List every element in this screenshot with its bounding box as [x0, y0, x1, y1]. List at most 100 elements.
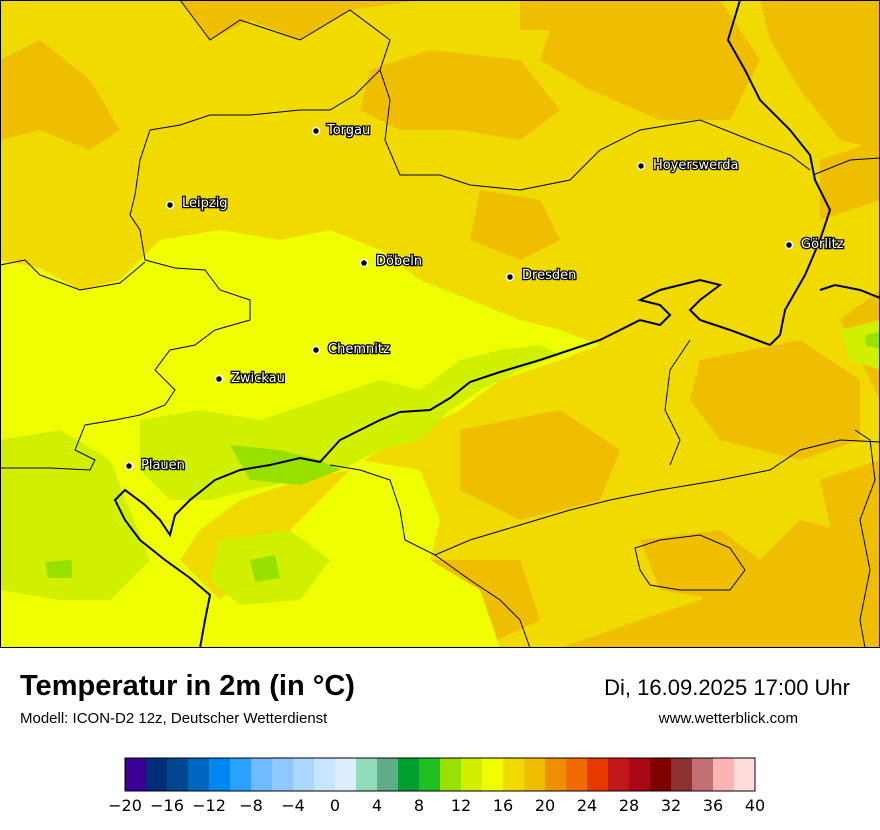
legend-swatch [335, 758, 357, 791]
legend-tick-label: 0 [330, 796, 340, 815]
legend-swatch [734, 758, 756, 791]
legend-swatch [482, 758, 504, 791]
legend-ticks: −20 −16 −12 −8 −4 0 4 8 12 16 20 24 28 32 36 40 [108, 796, 765, 815]
legend-swatch [167, 758, 189, 791]
country-border [726, 0, 832, 346]
legend-tick-label: 40 [745, 796, 765, 815]
temperature-zone-18-20 [470, 190, 560, 260]
city-chemnitz: Chemnitz [311, 341, 391, 358]
legend-swatch [524, 758, 546, 791]
state-border [0, 0, 391, 471]
legend-swatch [230, 758, 252, 791]
legend-swatch [503, 758, 525, 791]
temperature-zone-10-12 [250, 555, 280, 582]
legend-swatch [188, 758, 210, 791]
city-leipzig: Leipzig [165, 195, 229, 212]
legend-swatch [125, 758, 147, 791]
temperature-zone-12-14 [0, 430, 150, 600]
city-label: Chemnitz [328, 342, 390, 357]
legend-tick-label: 28 [619, 796, 639, 815]
state-border [812, 157, 880, 176]
legend-frame [124, 757, 756, 792]
color-legend: −20 −16 −12 −8 −4 0 4 8 12 16 20 24 28 32 36 40 [108, 757, 765, 815]
legend-swatch [713, 758, 735, 791]
city-hoyerswerda: Hoyerswerda [636, 157, 740, 174]
legend-swatch [293, 758, 315, 791]
legend-swatch [356, 758, 378, 791]
city-label: Zwickau [231, 371, 285, 386]
legend-tick-label: 32 [661, 796, 681, 815]
region-border [329, 439, 880, 556]
website-link: www.wetterblick.com [658, 710, 798, 727]
region-border [854, 429, 876, 648]
legend-swatch [209, 758, 231, 791]
temperature-zone-10-12 [865, 332, 880, 348]
temperature-zone-18-20 [360, 50, 560, 140]
legend-swatch [272, 758, 294, 791]
city-label: Dresden [522, 268, 576, 283]
city-torgau: Torgau [311, 122, 372, 139]
legend-tick-label: 4 [372, 796, 382, 815]
legend-swatch [146, 758, 168, 791]
region-border [634, 534, 746, 591]
legend-tick-label: 16 [493, 796, 513, 815]
temperature-zone-18-20 [760, 0, 880, 150]
temperature-zone-18-20 [820, 460, 880, 580]
city-label: Leipzig [182, 196, 228, 211]
city-label: Görlitz [801, 237, 844, 252]
region-border [434, 554, 531, 648]
temperature-zone-14-16 [150, 290, 300, 390]
legend-swatch [251, 758, 273, 791]
forecast-datetime: Di, 16.09.2025 17:00 Uhr [604, 675, 850, 700]
city-label: Torgau [326, 123, 370, 138]
city-label: Plauen [141, 458, 185, 473]
legend-swatch [440, 758, 462, 791]
legend-swatch [398, 758, 420, 791]
legend-tick-label: −4 [281, 796, 305, 815]
temperature-zone-18-20 [460, 410, 620, 520]
city-goerlitz: Görlitz [784, 236, 845, 253]
legend-swatch [461, 758, 483, 791]
legend-swatch [314, 758, 336, 791]
legend-swatch [566, 758, 588, 791]
city-dresden: Dresden [505, 267, 578, 284]
model-info: Modell: ICON-D2 12z, Deutscher Wetterdie… [20, 710, 328, 727]
legend-tick-label: −8 [239, 796, 263, 815]
legend-swatch [650, 758, 672, 791]
legend-tick-label: −12 [192, 796, 226, 815]
city-doebeln: Döbeln [359, 253, 423, 270]
temperature-zone-10-12 [45, 560, 72, 578]
temperature-zone-10-12 [230, 445, 340, 485]
legend-tick-label: 12 [451, 796, 471, 815]
legend-swatches [124, 757, 756, 792]
legend-tick-label: 36 [703, 796, 723, 815]
legend-tick-label: −20 [108, 796, 142, 815]
temperature-zone-18-20 [0, 40, 120, 150]
legend-swatch [608, 758, 630, 791]
temperature-map: Torgau Hoyerswerda Leipzig Görlitz Döbel… [0, 0, 880, 648]
legend-swatch [587, 758, 609, 791]
legend-swatch [377, 758, 399, 791]
map-title: Temperatur in 2m (in °C) [20, 670, 355, 702]
temperature-zone-18-20 [540, 0, 760, 120]
legend-swatch [419, 758, 441, 791]
legend-swatch [629, 758, 651, 791]
city-label: Döbeln [376, 254, 422, 269]
city-label: Hoyerswerda [653, 158, 739, 173]
country-border [113, 278, 771, 648]
city-zwickau: Zwickau [214, 370, 286, 387]
state-border [379, 69, 811, 191]
country-border [819, 283, 880, 299]
legend-tick-label: 8 [414, 796, 424, 815]
temperature-zone-12-14 [840, 320, 880, 370]
legend-tick-label: −16 [150, 796, 184, 815]
legend-swatch [545, 758, 567, 791]
legend-swatch [692, 758, 714, 791]
temperature-zone-18-20 [690, 340, 860, 460]
region-border [664, 339, 691, 466]
legend-tick-label: 24 [577, 796, 597, 815]
legend-swatch [671, 758, 693, 791]
legend-tick-label: 20 [535, 796, 555, 815]
state-border [0, 259, 146, 291]
city-plauen: Plauen [124, 457, 186, 474]
